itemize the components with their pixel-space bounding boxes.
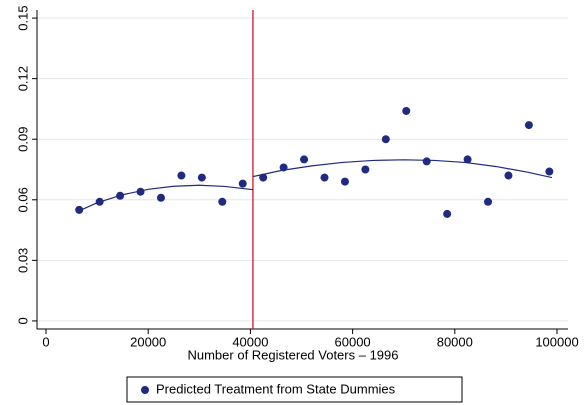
y-tick-label: 0.12 [15, 66, 30, 91]
x-tick-label: 40000 [232, 334, 268, 349]
data-point [361, 165, 370, 174]
x-tick-label: 60000 [335, 334, 371, 349]
y-tick-label: 0 [15, 317, 30, 324]
data-point [75, 205, 84, 214]
data-point [381, 135, 390, 144]
data-point [238, 179, 247, 188]
y-tick-label: 0.03 [15, 248, 30, 273]
x-axis-label: Number of Registered Voters – 1996 [187, 347, 398, 362]
data-point [422, 157, 431, 166]
data-point [279, 163, 288, 172]
data-point [524, 121, 533, 130]
data-point [340, 177, 349, 186]
data-point [156, 193, 165, 202]
y-tick-label: 0.06 [15, 187, 30, 212]
data-point [116, 191, 125, 200]
fit-line [252, 159, 553, 179]
legend-label: Predicted Treatment from State Dummies [156, 381, 396, 396]
data-point [177, 171, 186, 180]
data-point [197, 173, 206, 182]
y-tick-label: 0.15 [15, 5, 30, 30]
data-point [300, 155, 309, 164]
data-point [504, 171, 513, 180]
x-tick-label: 100000 [535, 334, 578, 349]
data-point [545, 167, 554, 176]
x-tick-label: 80000 [437, 334, 473, 349]
data-point [463, 155, 472, 164]
data-point [136, 187, 145, 196]
y-tick-label: 0.09 [15, 127, 30, 152]
data-point [218, 197, 227, 206]
data-point [443, 209, 452, 218]
data-point [484, 197, 493, 206]
data-point [95, 197, 104, 206]
legend-marker [141, 386, 149, 394]
x-tick-label: 20000 [130, 334, 166, 349]
data-point [402, 106, 411, 115]
x-tick-label: 0 [42, 334, 49, 349]
data-point [320, 173, 329, 182]
data-point [259, 173, 268, 182]
legend-box [126, 376, 463, 403]
